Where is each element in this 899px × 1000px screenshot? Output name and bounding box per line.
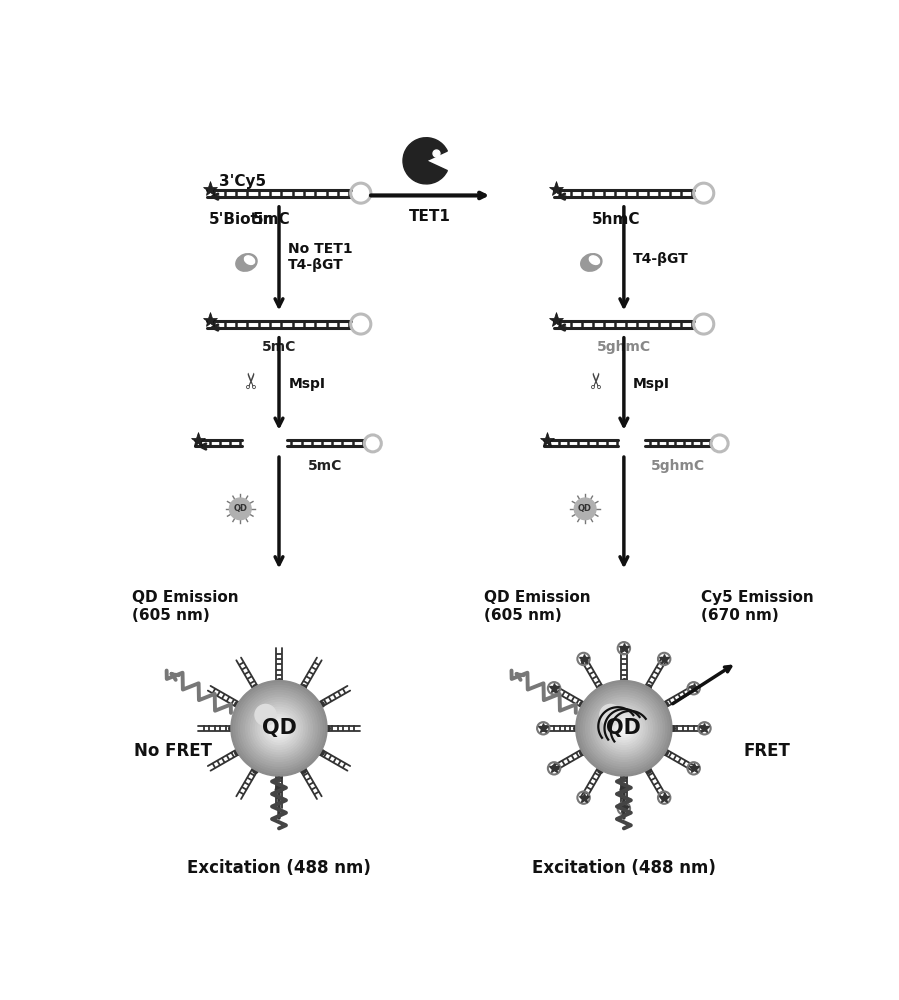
Text: 5hmC: 5hmC xyxy=(592,212,640,227)
Text: 5mC: 5mC xyxy=(308,459,343,473)
Circle shape xyxy=(622,727,626,730)
Circle shape xyxy=(620,724,628,732)
Circle shape xyxy=(615,719,633,737)
Circle shape xyxy=(244,693,315,764)
Text: 3'Cy5: 3'Cy5 xyxy=(218,174,266,189)
Text: T4-βGT: T4-βGT xyxy=(289,258,344,272)
Text: ✂: ✂ xyxy=(588,371,609,389)
Circle shape xyxy=(578,683,670,774)
Text: ✂: ✂ xyxy=(244,371,263,389)
Ellipse shape xyxy=(590,256,600,264)
Text: 5mC: 5mC xyxy=(253,212,290,227)
Circle shape xyxy=(270,719,288,737)
Circle shape xyxy=(241,690,317,766)
Text: TET1: TET1 xyxy=(409,209,451,224)
Text: QD: QD xyxy=(233,504,247,513)
Text: Cy5 Emission
(670 nm): Cy5 Emission (670 nm) xyxy=(701,590,814,623)
Circle shape xyxy=(600,704,621,725)
Circle shape xyxy=(272,722,286,735)
Circle shape xyxy=(275,724,283,732)
Circle shape xyxy=(588,693,660,764)
Circle shape xyxy=(245,695,312,761)
Circle shape xyxy=(605,710,643,747)
Text: 5ghmC: 5ghmC xyxy=(651,459,705,473)
Circle shape xyxy=(255,705,303,752)
Circle shape xyxy=(608,712,640,744)
Text: 5mC: 5mC xyxy=(262,340,296,354)
Circle shape xyxy=(610,715,637,742)
Circle shape xyxy=(238,688,320,769)
Circle shape xyxy=(602,707,645,749)
Text: MspI: MspI xyxy=(289,377,325,391)
Ellipse shape xyxy=(245,256,254,264)
Text: 5ghmC: 5ghmC xyxy=(597,340,651,354)
Ellipse shape xyxy=(236,254,257,271)
Text: 5'Biotin: 5'Biotin xyxy=(209,212,275,227)
Circle shape xyxy=(593,698,654,759)
Text: QD Emission
(605 nm): QD Emission (605 nm) xyxy=(132,590,238,623)
Circle shape xyxy=(601,705,647,752)
Circle shape xyxy=(268,717,290,740)
Text: No FRET: No FRET xyxy=(134,742,212,760)
Circle shape xyxy=(229,498,251,520)
Text: Excitation (488 nm): Excitation (488 nm) xyxy=(187,859,371,877)
Text: No TET1: No TET1 xyxy=(289,242,353,256)
Text: T4-βGT: T4-βGT xyxy=(633,252,689,266)
Text: FRET: FRET xyxy=(743,742,790,760)
Circle shape xyxy=(231,681,327,776)
Text: QD Emission
(605 nm): QD Emission (605 nm) xyxy=(485,590,591,623)
Circle shape xyxy=(574,498,596,520)
Circle shape xyxy=(576,681,672,776)
Ellipse shape xyxy=(581,254,602,271)
Circle shape xyxy=(251,700,307,757)
Circle shape xyxy=(263,712,295,744)
Text: QD: QD xyxy=(607,718,641,738)
Circle shape xyxy=(261,710,298,747)
Wedge shape xyxy=(403,138,448,184)
Circle shape xyxy=(265,715,293,742)
Circle shape xyxy=(598,702,650,754)
Circle shape xyxy=(618,722,630,735)
Text: MspI: MspI xyxy=(633,377,670,391)
Circle shape xyxy=(258,707,300,749)
Text: QD: QD xyxy=(262,718,297,738)
Circle shape xyxy=(612,717,636,740)
Circle shape xyxy=(583,688,664,769)
Text: Excitation (488 nm): Excitation (488 nm) xyxy=(532,859,716,877)
Circle shape xyxy=(585,690,663,766)
Circle shape xyxy=(591,695,657,761)
Circle shape xyxy=(234,683,325,774)
Text: QD: QD xyxy=(578,504,592,513)
Circle shape xyxy=(248,698,310,759)
Circle shape xyxy=(253,702,305,754)
Circle shape xyxy=(595,700,653,757)
Circle shape xyxy=(236,685,322,771)
Circle shape xyxy=(255,704,276,725)
Circle shape xyxy=(278,727,280,730)
Circle shape xyxy=(581,685,667,771)
